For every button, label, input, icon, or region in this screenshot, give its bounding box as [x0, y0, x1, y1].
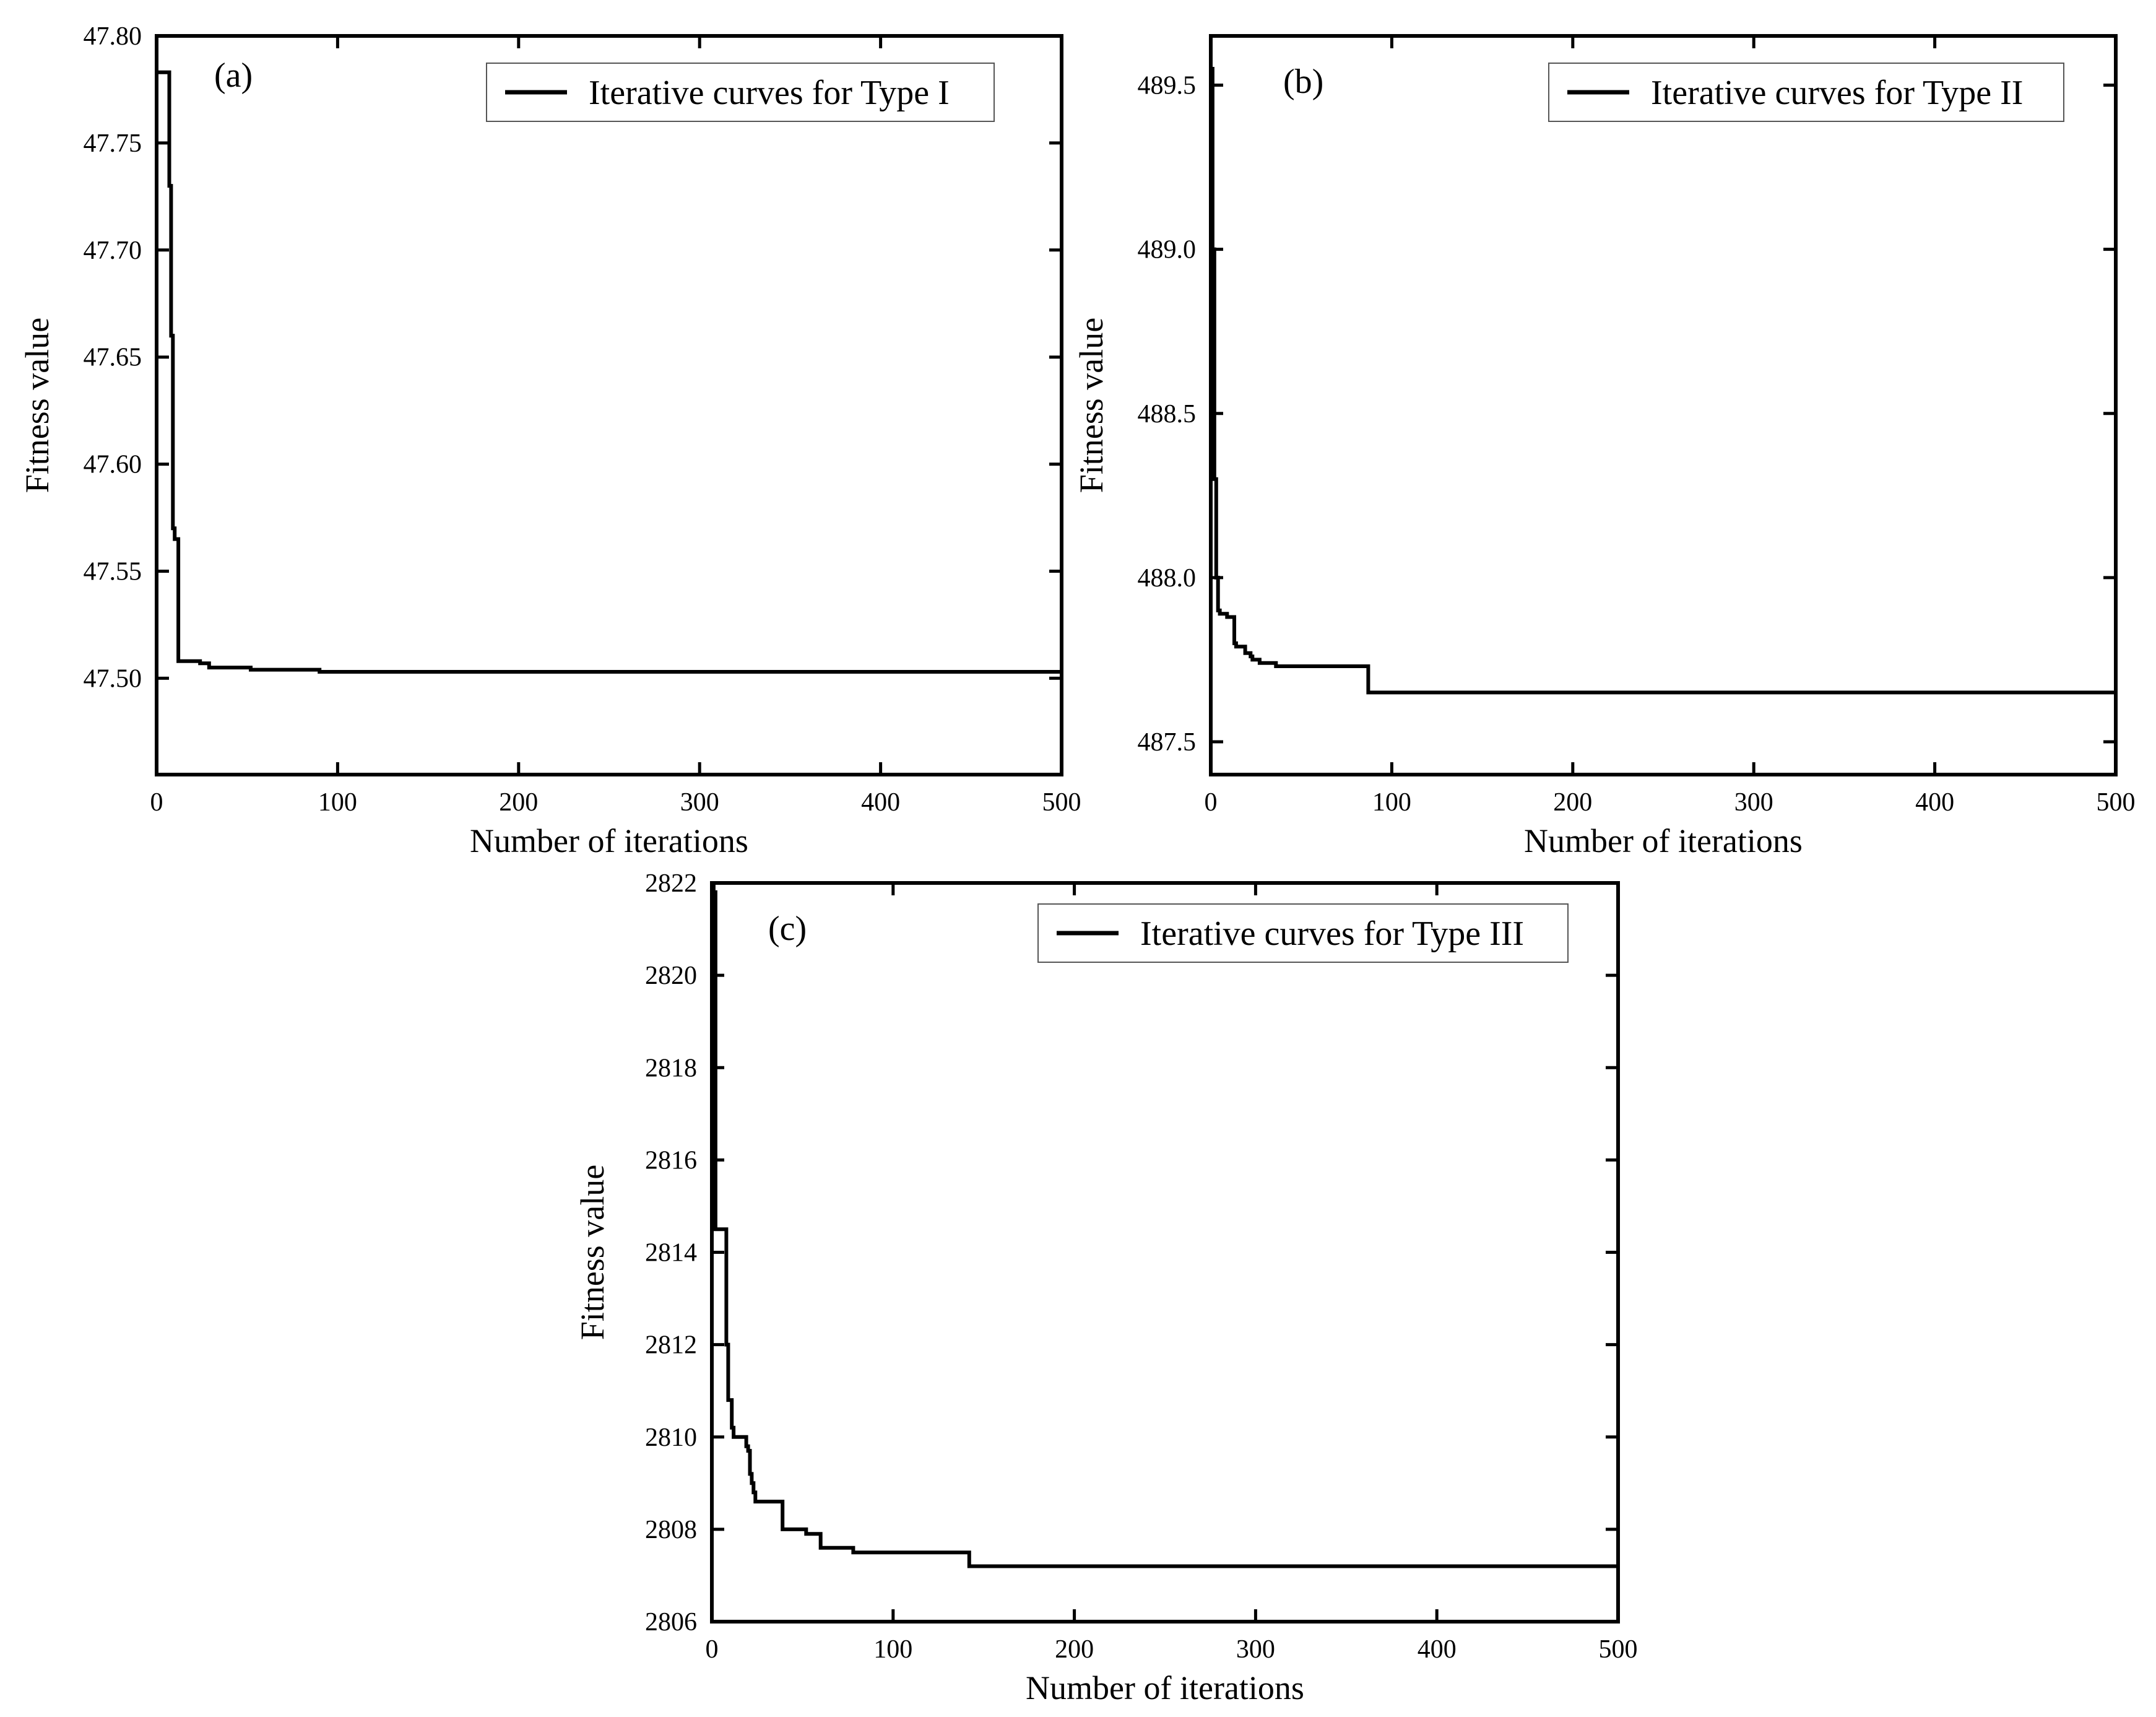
plot-frame — [1209, 34, 2118, 776]
y-tick-label: 2806 — [645, 1608, 697, 1637]
panel-label: (a) — [214, 56, 253, 95]
plot-frame — [155, 34, 1063, 776]
x-tick-label: 400 — [861, 788, 900, 817]
series-line — [711, 881, 1618, 1568]
y-axis-title: Fitness value — [1073, 318, 1110, 493]
x-axis-title: Number of iterations — [470, 822, 748, 859]
y-tick-label: 488.5 — [1138, 400, 1197, 428]
x-tick-label: 200 — [499, 788, 538, 817]
y-tick-label: 47.70 — [84, 237, 142, 265]
x-tick-label: 300 — [1236, 1635, 1275, 1664]
legend-box — [1548, 63, 2064, 122]
y-tick-label: 2816 — [645, 1146, 697, 1175]
y-tick-label: 47.60 — [84, 451, 142, 479]
x-tick-label: 500 — [2097, 788, 2136, 817]
legend-label: Iterative curves for Type III — [1140, 915, 1524, 953]
y-tick-label: 2810 — [645, 1424, 697, 1452]
series-line — [1210, 67, 2116, 695]
x-axis-title: Number of iterations — [1026, 1669, 1304, 1706]
y-tick-label: 47.50 — [84, 664, 142, 693]
y-tick-label: 2818 — [645, 1054, 697, 1082]
y-tick-label: 2812 — [645, 1331, 697, 1360]
panel-label: (b) — [1283, 63, 1323, 101]
x-tick-label: 100 — [318, 788, 357, 817]
x-tick-label: 200 — [1553, 788, 1592, 817]
y-tick-label: 489.0 — [1138, 236, 1197, 264]
y-tick-label: 487.5 — [1138, 728, 1197, 757]
series-line — [157, 70, 1062, 674]
y-tick-label: 47.80 — [84, 22, 142, 51]
chart-panel-3: 0 100 200 300 400 500 2806 2808 2810 2812 2814 2816… — [574, 869, 1638, 1706]
x-tick-label: 300 — [1734, 788, 1773, 817]
y-axis-title: Fitness value — [574, 1165, 611, 1340]
y-tick-label: 47.55 — [84, 557, 142, 586]
panel-label: (c) — [768, 910, 807, 948]
y-tick-label: 2820 — [645, 962, 697, 990]
chart-panel-1: 0 100 200 300 400 500 47.50 47.55 47.60 47.65 47.7… — [19, 22, 1081, 859]
x-tick-label: 500 — [1042, 788, 1081, 817]
y-tick-label: 2808 — [645, 1516, 697, 1544]
x-tick-label: 100 — [873, 1635, 912, 1664]
x-tick-label: 500 — [1599, 1635, 1638, 1664]
figure-panels: 0 100 200 300 400 500 47.50 47.55 47.60 47.65 47.7… — [19, 22, 2136, 1706]
x-tick-label: 0 — [1205, 788, 1218, 817]
legend-label: Iterative curves for Type I — [589, 74, 950, 112]
plot-frame — [710, 881, 1620, 1624]
legend-box — [1037, 903, 1569, 963]
x-tick-label: 400 — [1418, 1635, 1457, 1664]
x-tick-label: 100 — [1372, 788, 1411, 817]
y-tick-label: 2814 — [645, 1239, 697, 1267]
y-tick-label: 489.5 — [1138, 72, 1197, 100]
x-tick-label: 300 — [680, 788, 719, 817]
x-tick-label: 0 — [150, 788, 163, 817]
x-axis-title: Number of iterations — [1524, 822, 1803, 859]
legend-box — [486, 63, 995, 122]
y-axis-title: Fitness value — [19, 318, 56, 493]
x-tick-label: 200 — [1055, 1635, 1094, 1664]
chart-panel-2: 0 100 200 300 400 500 487.5 488.0 488.5 489.0 489.… — [1073, 34, 2136, 859]
legend-label: Iterative curves for Type II — [1651, 74, 2023, 112]
x-tick-label: 0 — [706, 1635, 719, 1664]
y-tick-label: 47.75 — [84, 129, 142, 158]
x-tick-label: 400 — [1915, 788, 1954, 817]
y-tick-label: 488.0 — [1138, 564, 1197, 593]
y-tick-label: 47.65 — [84, 344, 142, 372]
y-tick-label: 2822 — [645, 869, 697, 898]
